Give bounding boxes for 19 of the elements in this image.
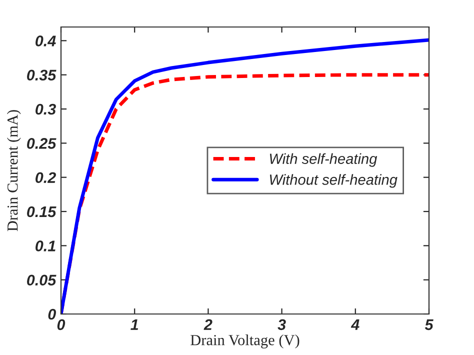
y-tick-label: 0.15 xyxy=(27,206,56,218)
x-tick-label: 3 xyxy=(278,319,286,330)
y-tick-label: 0.4 xyxy=(36,36,56,46)
y-tick-label: 0.3 xyxy=(36,104,56,115)
x-tick-label: 2 xyxy=(204,319,212,330)
x-tick-label: 4 xyxy=(350,319,360,330)
y-axis-title: Drain Current (mA) xyxy=(6,110,21,232)
y-tick-label: 0.05 xyxy=(27,274,56,286)
x-axis-title: Drain Voltage (V) xyxy=(190,334,300,348)
y-tick-label: 0 xyxy=(48,308,56,320)
y-tick-label: 0.25 xyxy=(27,138,56,149)
y-tick-label: 0.35 xyxy=(27,70,56,81)
x-tick-label: 1 xyxy=(130,319,138,330)
x-tick-label: 0 xyxy=(57,319,66,330)
y-tick-label: 0.2 xyxy=(36,172,56,184)
legend-label: Without self-heating xyxy=(270,174,398,188)
y-tick-label: 0.1 xyxy=(36,240,56,252)
x-tick-label: 5 xyxy=(424,319,434,330)
legend-label: With self-heating xyxy=(270,153,378,167)
